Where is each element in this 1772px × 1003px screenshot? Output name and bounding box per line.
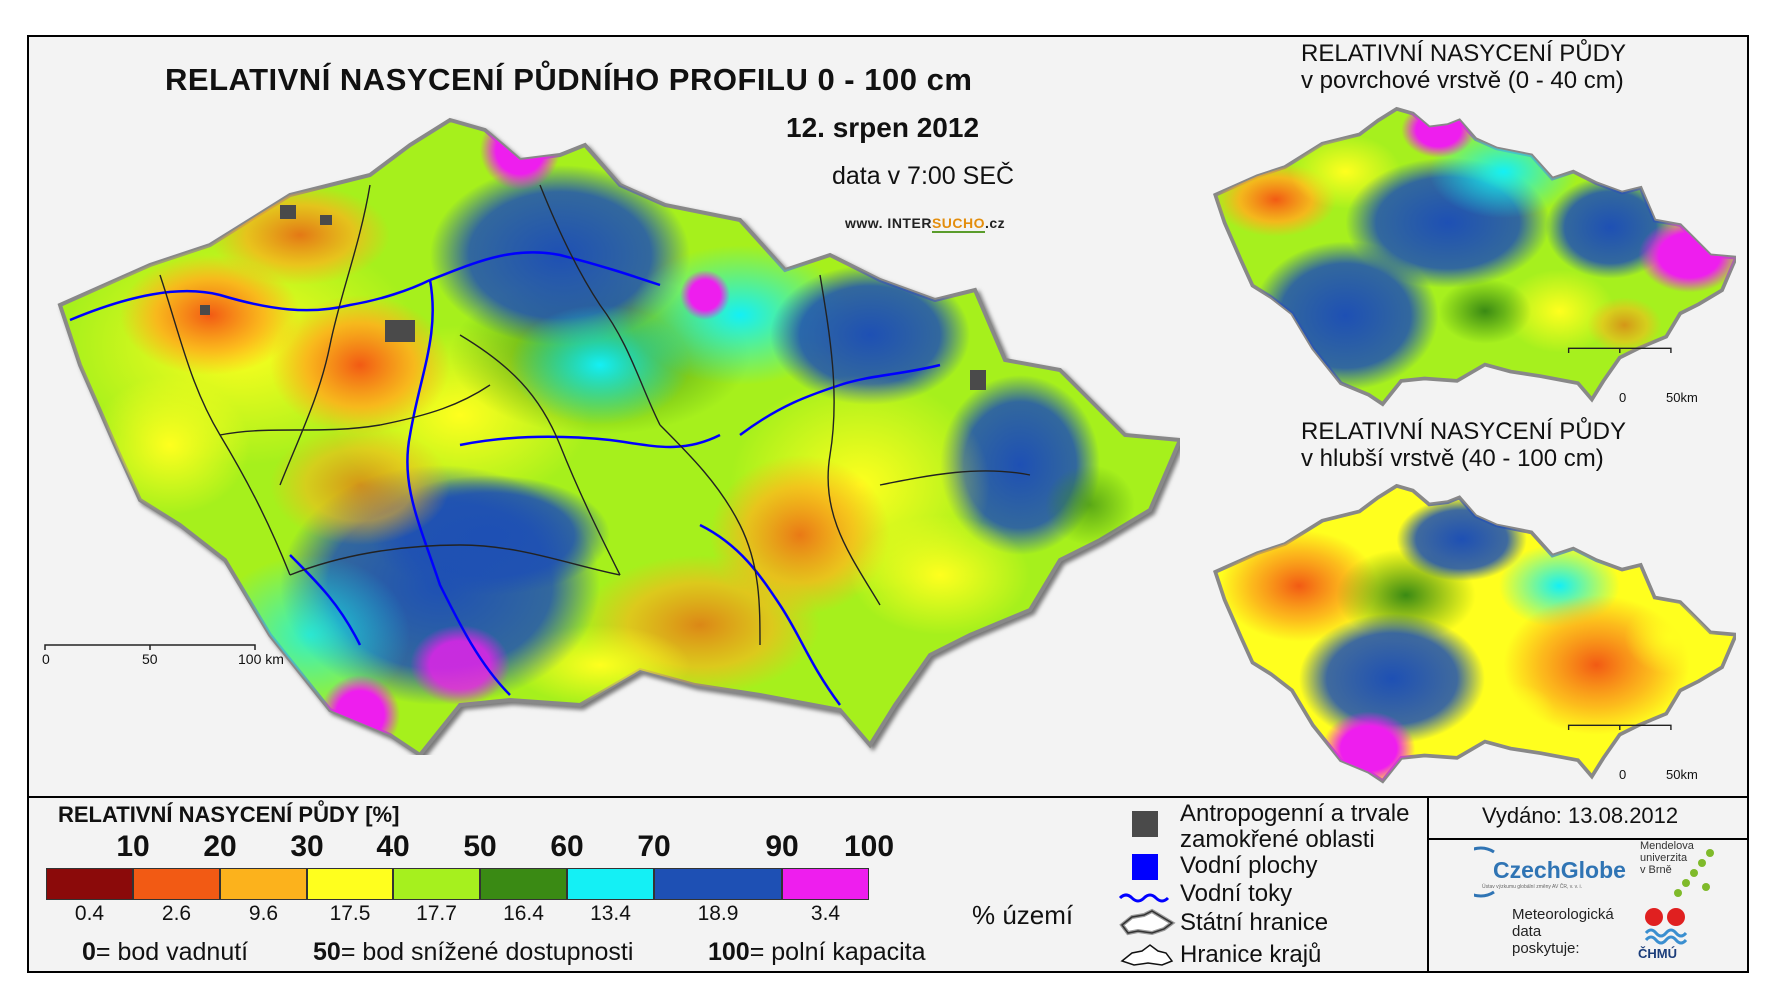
inset-top-title-line2: v povrchové vrstvě (0 - 40 cm) xyxy=(1301,67,1624,94)
explanation-0: 0= bod vadnutí xyxy=(82,938,248,967)
legend-class-swatch xyxy=(480,868,567,900)
legend-tick-label: 20 xyxy=(203,830,237,863)
explanation-0-num: 0 xyxy=(82,938,96,966)
water-course-symbol xyxy=(1118,893,1170,903)
legend-class-swatch xyxy=(307,868,393,900)
explanation-50: 50= bod snížené dostupnosti xyxy=(313,938,633,967)
legend-class-swatch xyxy=(782,868,869,900)
map-date: 12. srpen 2012 xyxy=(786,112,980,143)
explanation-50-text: = bod snížené dostupnosti xyxy=(340,938,634,966)
legend-share-value: 0.4 xyxy=(74,902,105,925)
legend-class-swatch xyxy=(393,868,480,900)
mendel-line2: univerzita xyxy=(1640,852,1688,864)
czechglobe-name: CzechGlobe xyxy=(1493,857,1626,883)
mendel-line1: Mendelova xyxy=(1640,840,1694,852)
map-title: RELATIVNÍ NASYCENÍ PŮDNÍHO PROFILU 0 - 1… xyxy=(165,62,973,97)
chmu-name: ČHMÚ xyxy=(1638,946,1677,961)
share-unit: % území xyxy=(972,900,1074,930)
water-body-label: Vodní plochy xyxy=(1180,852,1318,879)
explanation-100: 100= polní kapacita xyxy=(708,938,926,967)
legend-class-swatch xyxy=(567,868,654,900)
scale-label-0: 0 xyxy=(42,651,50,667)
legend-share-value: 16.4 xyxy=(503,902,544,925)
legend-title: RELATIVNÍ NASYCENÍ PŮDY [%] xyxy=(58,802,400,827)
website-brand: SUCHO xyxy=(931,215,985,233)
soil-saturation-field xyxy=(60,120,1135,755)
legend-class-swatch xyxy=(133,868,220,900)
scale-label-100: 100 km xyxy=(238,651,284,667)
legend-colorbar xyxy=(46,868,869,900)
inset-top-title: RELATIVNÍ NASYCENÍ PŮDY v povrchové vrst… xyxy=(1301,40,1626,94)
czechglobe-subtitle: Ústav výzkumu globální změny AV ČR, v. v… xyxy=(1482,884,1583,890)
legend-class-swatch xyxy=(220,868,307,900)
czechglobe-logo xyxy=(1474,846,1495,898)
legend-tick-label: 90 xyxy=(765,830,799,863)
inset-top-map xyxy=(1213,106,1736,407)
legend-class-swatch xyxy=(46,868,133,900)
meteo-line1: Meteorologická xyxy=(1512,906,1614,923)
anthropogenic-areas xyxy=(200,205,986,390)
inset-bottom-scale-0: 0 xyxy=(1619,767,1627,782)
inset-bottom-map xyxy=(1213,483,1736,784)
anthropogenic-label: Antropogenní a trvale zamokřené oblasti xyxy=(1180,801,1410,853)
explanation-100-text: = polní kapacita xyxy=(749,938,926,966)
water-body-swatch xyxy=(1132,854,1158,880)
legend-share-value: 17.5 xyxy=(329,902,371,925)
legend-tick-label: 60 xyxy=(550,830,584,863)
scale-label-50: 50 xyxy=(142,651,158,667)
anthropogenic-label-line2: zamokřené oblasti xyxy=(1180,826,1375,853)
legend-tick-label: 50 xyxy=(463,830,497,863)
issued-panel xyxy=(1427,796,1749,973)
legend-tick-label: 100 xyxy=(843,830,895,863)
explanation-0-text: = bod vadnutí xyxy=(95,938,249,966)
website-suffix: .cz xyxy=(985,215,1006,231)
legend-share-value: 3.4 xyxy=(810,902,841,925)
legend-share-value: 9.6 xyxy=(248,902,279,925)
inset-bottom-title-line2: v hlubší vrstvě (40 - 100 cm) xyxy=(1301,445,1604,472)
explanation-100-num: 100 xyxy=(708,938,750,966)
meteo-line3: poskytuje: xyxy=(1512,940,1580,957)
anthropogenic-swatch xyxy=(1132,811,1158,837)
mendel-logo-text: Mendelova univerzita v Brně xyxy=(1640,840,1694,876)
state-border-symbol xyxy=(1119,908,1176,936)
legend-share-value: 13.4 xyxy=(590,902,631,925)
region-border-label: Hranice krajů xyxy=(1180,941,1322,968)
inset-bottom-title-line1: RELATIVNÍ NASYCENÍ PŮDY xyxy=(1301,418,1626,445)
explanation-50-num: 50 xyxy=(313,938,341,966)
website-prefix: www. INTER xyxy=(845,215,932,231)
legend-tick-label: 70 xyxy=(637,830,671,863)
legend-tick-label: 30 xyxy=(290,830,324,863)
legend-share-value: 2.6 xyxy=(161,902,192,925)
main-map-scale-bar xyxy=(44,644,256,650)
region-border-symbol xyxy=(1120,944,1174,966)
data-time: data v 7:00 SEČ xyxy=(832,162,1015,190)
region-borders xyxy=(159,184,1031,646)
inset-top-scale-50: 50km xyxy=(1666,390,1698,405)
inset-bottom-title: RELATIVNÍ NASYCENÍ PŮDY v hlubší vrstvě … xyxy=(1301,418,1626,472)
inset-top-scale-0: 0 xyxy=(1619,390,1627,405)
legend-class-swatch xyxy=(654,868,782,900)
anthropogenic-label-line1: Antropogenní a trvale xyxy=(1180,800,1410,827)
mendel-dots-icon xyxy=(1674,849,1714,897)
issued-separator xyxy=(1427,838,1749,840)
legend-share-value: 17.7 xyxy=(416,902,457,925)
rivers xyxy=(69,251,941,706)
legend-panel xyxy=(27,796,1749,973)
website-link[interactable]: www. INTERSUCHO.cz xyxy=(845,215,1006,233)
main-map xyxy=(44,117,1180,755)
legend-tick-label: 40 xyxy=(376,830,410,863)
meteo-line2: data xyxy=(1512,923,1542,940)
inset-top-title-line1: RELATIVNÍ NASYCENÍ PŮDY xyxy=(1301,40,1626,67)
legend-share-value: 18.9 xyxy=(697,902,739,925)
water-course-label: Vodní toky xyxy=(1180,880,1293,907)
meteo-provider-text: Meteorologická data poskytuje: xyxy=(1512,906,1614,957)
issued-date: Vydáno: 13.08.2012 xyxy=(1482,803,1679,828)
mendel-line3: v Brně xyxy=(1640,864,1672,876)
state-border-label: Státní hranice xyxy=(1180,909,1329,936)
inset-bottom-scale-50: 50km xyxy=(1666,767,1698,782)
chmu-logo-icon xyxy=(1644,908,1688,945)
legend-tick-label: 10 xyxy=(116,830,150,863)
